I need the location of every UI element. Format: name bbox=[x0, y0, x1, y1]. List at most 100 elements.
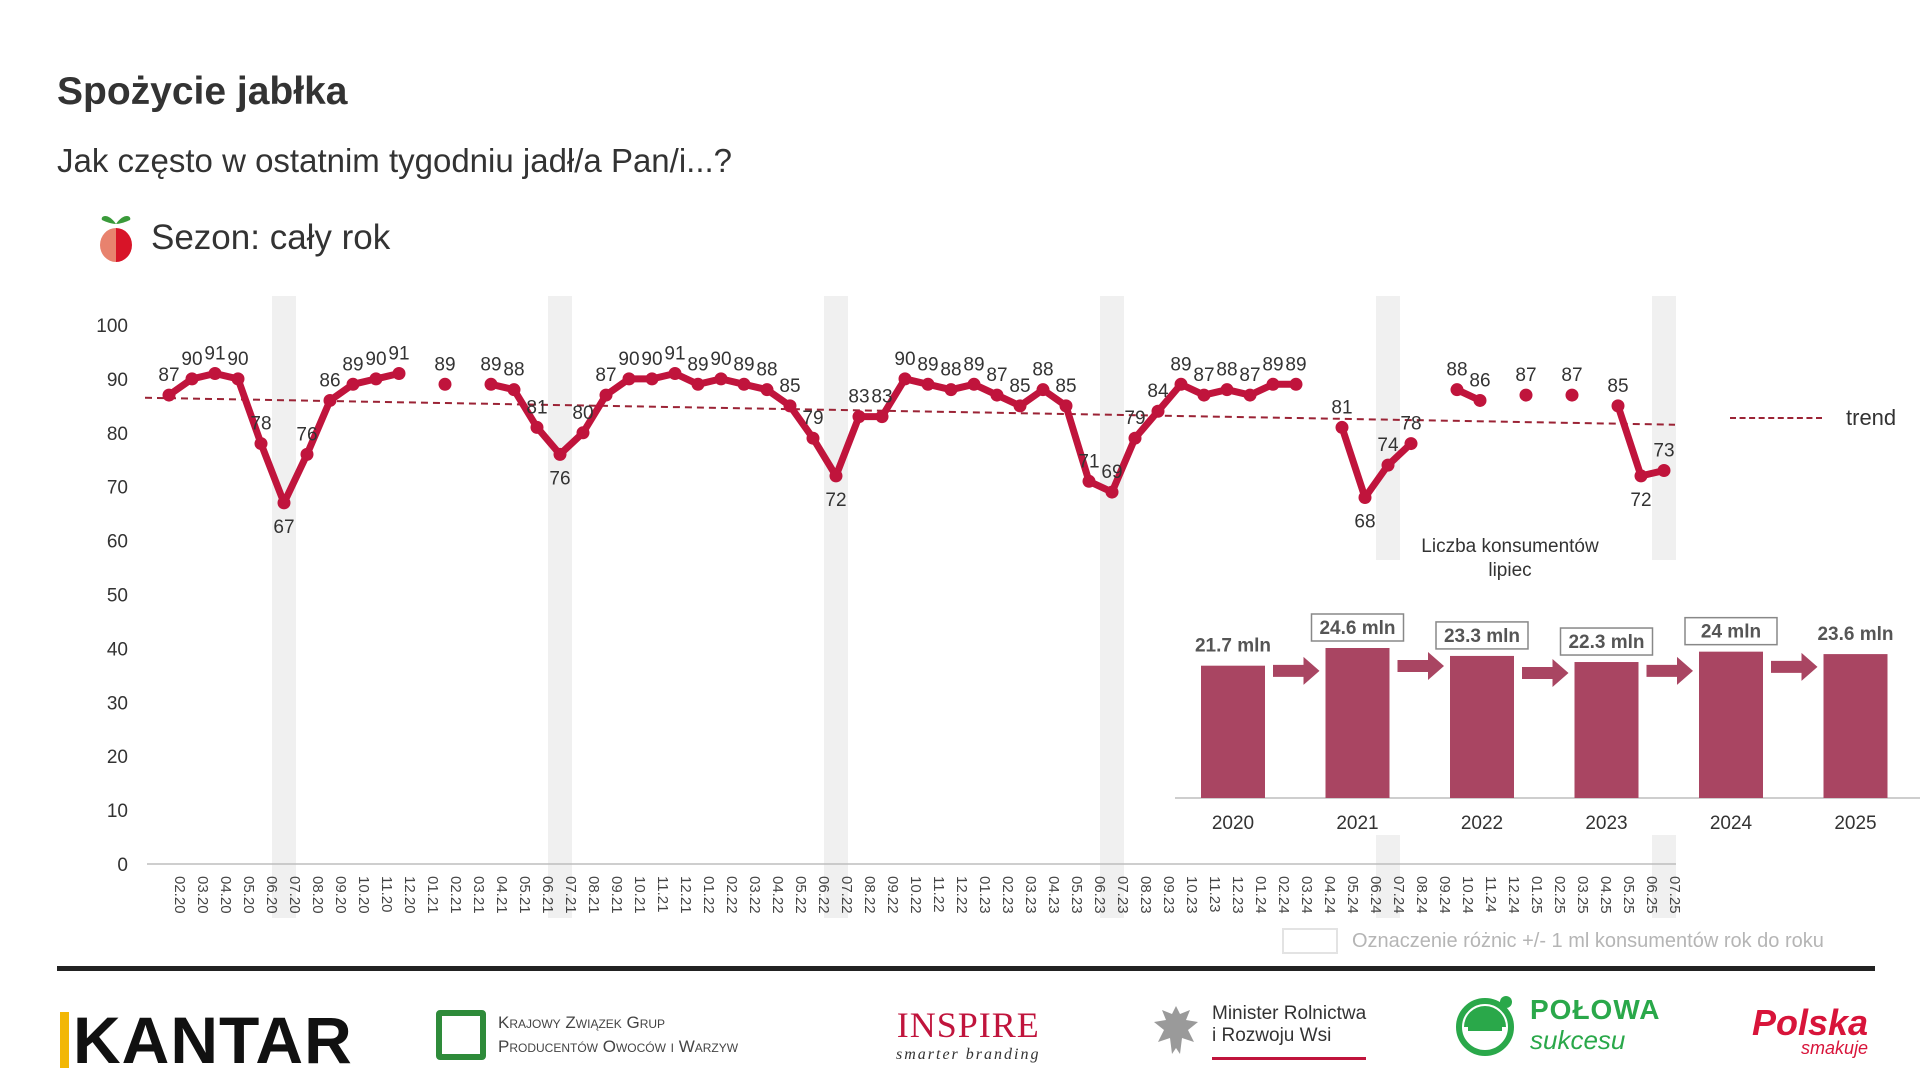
data-label-06.20: 78 bbox=[250, 414, 271, 435]
data-point-07.22 bbox=[829, 469, 843, 483]
data-label-09.22: 83 bbox=[871, 387, 892, 408]
data-label-07.21: 76 bbox=[549, 468, 570, 489]
data-point-05.21 bbox=[507, 383, 521, 397]
data-point-07.23 bbox=[1105, 485, 1119, 499]
season-label: Sezon: cały rok bbox=[151, 218, 391, 257]
polska-line1: Polska bbox=[1752, 1002, 1869, 1043]
x-tick-label: 04.25 bbox=[1597, 876, 1614, 914]
data-point-06.22 bbox=[806, 431, 820, 445]
footer-divider bbox=[57, 966, 1875, 971]
data-point-10.21 bbox=[622, 372, 636, 386]
x-tick-label: 06.24 bbox=[1367, 876, 1384, 914]
y-tick-label: 10 bbox=[107, 801, 128, 822]
y-tick-label: 20 bbox=[107, 747, 128, 768]
data-point-07.20 bbox=[277, 496, 291, 510]
x-axis: 02.20 03.20 04.20 05.20 06.20 07.20 08.20 09.20… bbox=[147, 863, 1683, 914]
x-tick-label: 03.23 bbox=[1022, 876, 1039, 914]
data-label-08.24: 78 bbox=[1400, 414, 1421, 435]
data-label-12.20: 91 bbox=[388, 344, 409, 365]
highlight-band-07.20 bbox=[272, 296, 296, 918]
data-label-10.21: 90 bbox=[618, 349, 639, 370]
data-label-10.20: 89 bbox=[342, 354, 363, 375]
x-tick-label: 05.21 bbox=[516, 876, 533, 914]
data-point-01.25 bbox=[1519, 388, 1533, 402]
data-point-04.20 bbox=[208, 367, 222, 381]
data-point-10.24 bbox=[1450, 383, 1464, 397]
data-label-07.25: 73 bbox=[1653, 441, 1674, 462]
series-segment bbox=[487, 370, 1300, 496]
data-label-06.21: 81 bbox=[526, 397, 547, 418]
data-label-02.21: 89 bbox=[434, 354, 455, 375]
highlight-band-07.22 bbox=[824, 296, 848, 918]
x-tick-label: 12.24 bbox=[1505, 876, 1522, 914]
data-point-08.21 bbox=[576, 426, 590, 440]
data-point-07.21 bbox=[553, 447, 567, 461]
data-point-12.21 bbox=[668, 367, 682, 381]
inset-title-line1: Liczba konsumentów bbox=[1421, 536, 1599, 557]
inset-bar-2020 bbox=[1201, 665, 1265, 798]
data-label-12.21: 91 bbox=[664, 344, 685, 365]
data-point-03.22 bbox=[737, 377, 751, 391]
kzg-logo: Krajowy Związek Grup Producentów Owoców … bbox=[436, 1010, 738, 1060]
y-tick-label: 80 bbox=[107, 424, 128, 445]
x-tick-label: 04.23 bbox=[1045, 876, 1062, 914]
data-point-04.21 bbox=[484, 377, 498, 391]
data-label-09.23: 84 bbox=[1147, 381, 1169, 402]
data-point-11.21 bbox=[645, 372, 659, 386]
data-label-06.25: 72 bbox=[1630, 490, 1651, 511]
data-label-11.20: 90 bbox=[365, 349, 386, 370]
y-tick-label: 60 bbox=[107, 532, 128, 553]
minister-text: Minister Rolnictwa i Rozwoju Wsi bbox=[1212, 1002, 1367, 1060]
x-tick-label: 07.22 bbox=[838, 876, 855, 914]
highlight-band-07.23 bbox=[1100, 296, 1124, 918]
data-label-07.22: 72 bbox=[825, 490, 846, 511]
minister-line2: i Rozwoju Wsi bbox=[1212, 1024, 1332, 1046]
data-label-08.23: 79 bbox=[1124, 408, 1145, 429]
inset-bar-2024 bbox=[1699, 651, 1763, 798]
inset-background bbox=[1150, 560, 1920, 835]
diff-legend-label: Oznaczenie różnic +/- 1 ml konsumentów r… bbox=[1352, 929, 1824, 952]
x-tick-label: 08.21 bbox=[585, 876, 602, 914]
x-tick-label: 06.21 bbox=[539, 876, 556, 914]
y-tick-label: 0 bbox=[117, 855, 128, 876]
data-point-09.23 bbox=[1151, 404, 1165, 418]
inset-label-box bbox=[1684, 616, 1778, 646]
data-point-01.23 bbox=[967, 377, 981, 391]
x-tick-label: 10.21 bbox=[631, 876, 648, 914]
data-label-01.25: 87 bbox=[1515, 365, 1536, 386]
data-point-02.21 bbox=[438, 377, 452, 391]
trend-legend-label: trend bbox=[1846, 405, 1897, 430]
inset-value-label: 23.3 mln bbox=[1444, 626, 1520, 647]
trend-legend: trend bbox=[1730, 405, 1896, 431]
data-label-09.21: 87 bbox=[595, 365, 616, 386]
diff-legend: Oznaczenie różnic +/- 1 ml konsumentów r… bbox=[1282, 928, 1824, 954]
inspire-logo: INSPIRE smarter branding bbox=[896, 1004, 1040, 1064]
data-point-07.24 bbox=[1381, 458, 1395, 472]
inset-bar-2022 bbox=[1450, 655, 1514, 798]
data-label-11.22: 89 bbox=[917, 354, 938, 375]
data-label-02.22: 90 bbox=[710, 349, 731, 370]
footer-logos: KANTAR Krajowy Związek Grup Producentów … bbox=[0, 990, 1920, 1080]
x-tick-label: 11.21 bbox=[654, 876, 671, 912]
minister-line1: Minister Rolnictwa bbox=[1212, 1002, 1367, 1024]
data-label-11.21: 90 bbox=[641, 349, 662, 370]
polska-smakuje-logo: Polska smakuje bbox=[1752, 1002, 1868, 1059]
x-tick-label: 01.24 bbox=[1252, 876, 1269, 914]
x-tick-label: 12.23 bbox=[1229, 876, 1246, 914]
data-label-05.25: 85 bbox=[1607, 376, 1628, 397]
x-tick-label: 05.25 bbox=[1620, 876, 1637, 914]
data-point-06.20 bbox=[254, 437, 268, 451]
polska-line2: smakuje bbox=[1801, 1038, 1869, 1058]
inset-title: Liczba konsumentów lipiec bbox=[1380, 535, 1640, 583]
inset-value-label: 22.3 mln bbox=[1568, 632, 1644, 653]
data-point-06.25 bbox=[1634, 469, 1648, 483]
x-tick-label: 05.22 bbox=[792, 876, 809, 914]
kantar-wordmark: KANTAR bbox=[73, 1003, 353, 1077]
data-label-05.20: 90 bbox=[227, 349, 248, 370]
data-point-08.23 bbox=[1128, 431, 1142, 445]
data-point-06.24 bbox=[1358, 490, 1372, 504]
inset-bar-2023 bbox=[1574, 662, 1639, 798]
data-point-08.22 bbox=[852, 410, 866, 424]
data-label-10.23: 89 bbox=[1170, 354, 1191, 375]
diff-legend-swatch bbox=[1282, 928, 1338, 954]
